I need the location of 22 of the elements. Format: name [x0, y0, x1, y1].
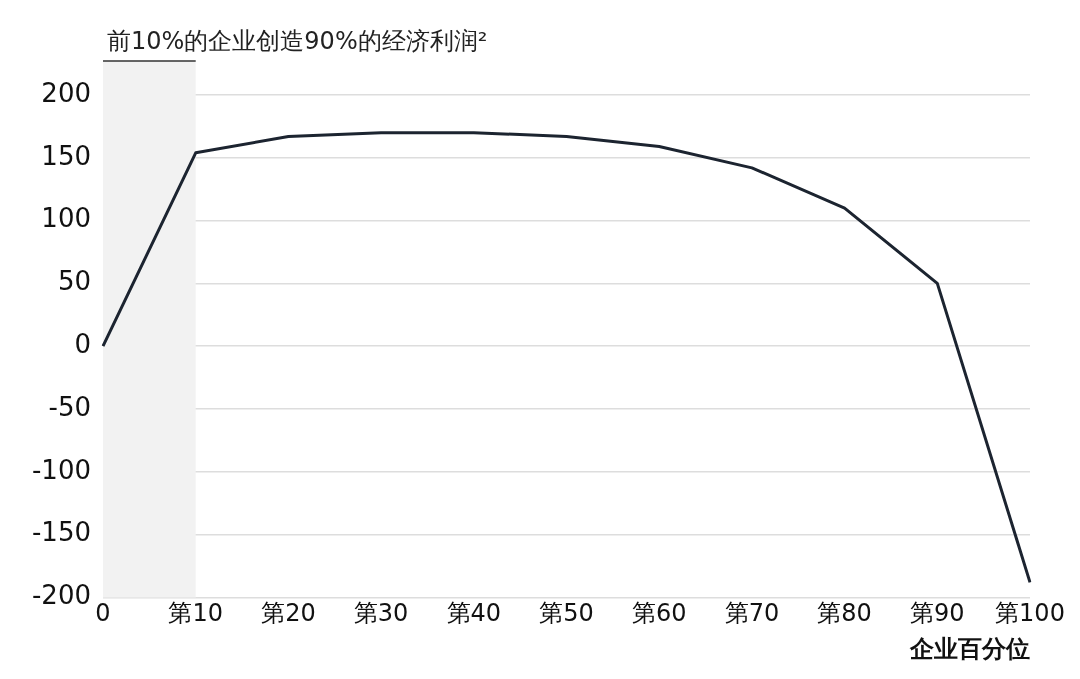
- y-tick-label: 100: [41, 203, 92, 234]
- x-tick-label: 第10: [168, 599, 223, 628]
- x-tick-label: 第30: [353, 599, 409, 628]
- band-label: 前10%的企业创造90%的经济利润²: [107, 27, 488, 56]
- y-tick-label: -100: [31, 454, 92, 485]
- x-tick-label: 第80: [817, 599, 872, 628]
- x-tick-label: 第60: [631, 599, 687, 628]
- x-axis-title: 企业百分位: [909, 634, 1030, 663]
- x-tick-label: 0: [95, 599, 111, 628]
- y-tick-label: 200: [41, 77, 92, 108]
- x-tick-label: 第20: [261, 599, 316, 628]
- x-tick-label: 第90: [910, 599, 965, 628]
- x-tick-label: 第40: [446, 599, 502, 628]
- y-tick-label: 50: [57, 266, 92, 297]
- y-tick-label: -50: [48, 391, 92, 422]
- x-tick-label: 第50: [539, 599, 594, 628]
- y-tick-label: -200: [31, 580, 92, 611]
- y-tick-label: 0: [74, 328, 92, 359]
- x-tick-label: 第70: [724, 599, 780, 628]
- y-tick-label: 150: [41, 140, 92, 171]
- x-tick-label: 第100: [995, 599, 1065, 628]
- y-tick-label: -150: [31, 517, 92, 548]
